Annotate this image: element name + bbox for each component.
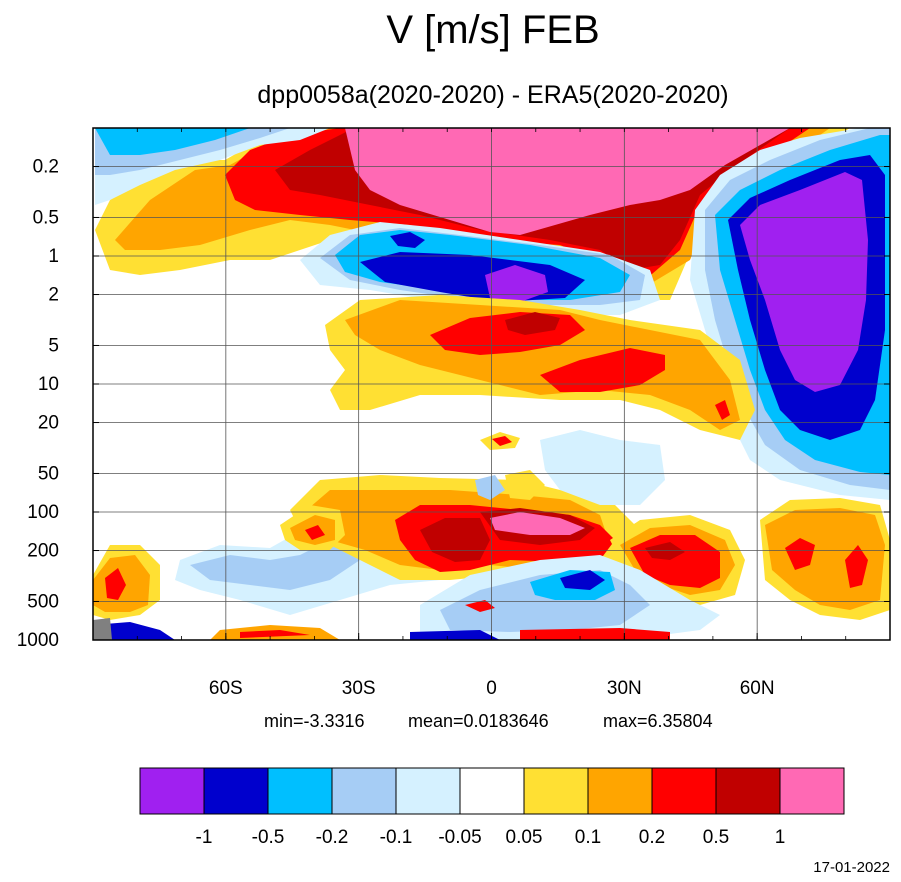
contour-fill (540, 430, 665, 505)
contour-fill (105, 568, 126, 600)
x-tick-label: 60N (740, 678, 775, 699)
contour-fill (305, 525, 325, 540)
contour-fill (845, 545, 868, 588)
colorbar-swatch (267, 767, 333, 815)
colorbar-swatch (651, 767, 717, 815)
contour-fill (785, 538, 815, 570)
colorbar-label: -0.05 (438, 827, 481, 848)
colorbar-swatch (587, 767, 653, 815)
colorbar-swatch (779, 767, 845, 815)
contour-fill (93, 618, 112, 640)
y-tick-label: 0.2 (33, 157, 59, 178)
colorbar-label: -1 (196, 827, 213, 848)
contour-fill (475, 475, 505, 500)
contour-fill (715, 400, 730, 420)
contour-fill (410, 630, 500, 640)
contour-fill (465, 600, 495, 612)
colorbar-swatch (203, 767, 269, 815)
contour-fill (540, 348, 665, 392)
contour-fill (520, 628, 670, 640)
colorbar-swatch (395, 767, 461, 815)
contour-fill (95, 128, 250, 155)
colorbar-labels: -1 -0.5 -0.2 -0.1 -0.05 0.05 0.1 0.2 0.5 1 (196, 827, 786, 848)
colorbar-label: 0.05 (506, 827, 543, 848)
chart-title: V [m/s] FEB (386, 8, 599, 52)
y-tick-label: 2 (48, 285, 59, 306)
contour-fill (420, 518, 490, 562)
x-tick-label: 30S (342, 678, 376, 699)
x-axis: 60S 30S 0 30N 60N (92, 128, 891, 699)
contour-fill (390, 232, 425, 248)
y-tick-label: 1000 (17, 630, 59, 651)
contour-fill (505, 312, 560, 335)
colorbar-swatch (523, 767, 589, 815)
colorbar-label: -0.2 (316, 827, 349, 848)
x-tick-label: 0 (486, 678, 497, 699)
stat-min: min=-3.3316 (264, 711, 365, 731)
contour-fill (740, 172, 868, 392)
colorbar-swatch (459, 767, 525, 815)
y-tick-label: 0.5 (33, 207, 59, 228)
date-stamp: 17-01-2022 (813, 859, 890, 876)
y-tick-label: 50 (38, 463, 59, 484)
colorbar-label: 0.1 (575, 827, 601, 848)
stat-max: max=6.35804 (603, 711, 713, 731)
contour-fill (93, 622, 175, 640)
contour-fill (492, 436, 512, 446)
colorbar-label: 0.5 (703, 827, 729, 848)
contour-fill (560, 570, 605, 590)
colorbar-swatch (139, 767, 205, 815)
stat-mean: mean=0.0183646 (408, 711, 549, 731)
colorbar-label: 1 (775, 827, 786, 848)
x-tick-label: 30N (607, 678, 642, 699)
chart-subtitle: dpp0058a(2020-2020) - ERA5(2020-2020) (257, 81, 728, 109)
contour-fill (645, 542, 685, 560)
y-tick-label: 10 (38, 374, 59, 395)
y-tick-label: 5 (48, 335, 59, 356)
contour-fill (240, 630, 310, 638)
contour-fill (485, 265, 548, 302)
y-tick-label: 1 (48, 246, 59, 267)
colorbar-swatch (715, 767, 781, 815)
colorbar-label: -0.5 (252, 827, 285, 848)
contour-fill (505, 470, 545, 500)
contour-fill (190, 540, 360, 590)
y-tick-label: 200 (27, 541, 59, 562)
x-tick-label: 60S (209, 678, 243, 699)
y-axis: 0.2 0.5 1 2 5 10 20 50 100 200 500 1000 (17, 157, 890, 651)
contour-fill (490, 512, 585, 535)
y-tick-label: 500 (27, 591, 59, 612)
y-tick-label: 100 (27, 502, 59, 523)
contour-fill (345, 128, 790, 235)
y-tick-label: 20 (38, 413, 59, 434)
colorbar-label: 0.2 (639, 827, 665, 848)
colorbar (139, 767, 845, 815)
colorbar-label: -0.1 (380, 827, 413, 848)
colorbar-swatch (331, 767, 397, 815)
